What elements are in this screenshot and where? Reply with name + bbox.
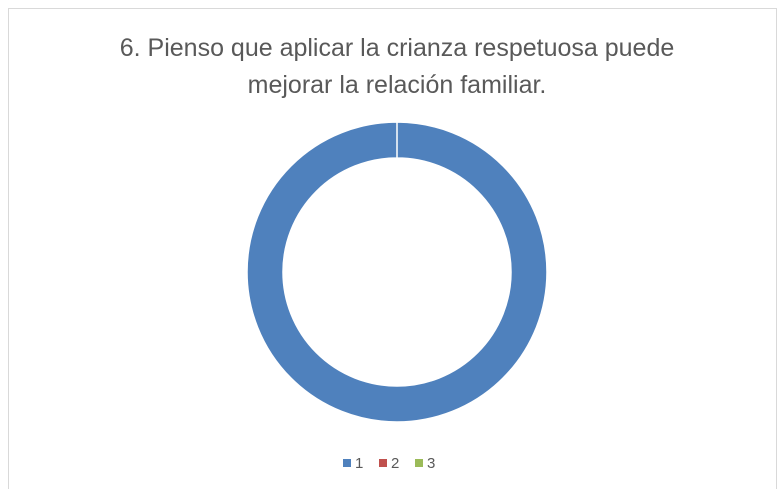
legend-label: 3 <box>427 455 435 472</box>
legend-label: 1 <box>355 455 363 472</box>
donut-slice <box>246 121 548 423</box>
legend-label: 2 <box>391 455 399 472</box>
legend-swatch <box>415 459 423 467</box>
legend-swatch <box>379 459 387 467</box>
legend-swatch <box>343 459 351 467</box>
chart-title: 6. Pienso que aplicar la crianza respetu… <box>119 34 675 99</box>
